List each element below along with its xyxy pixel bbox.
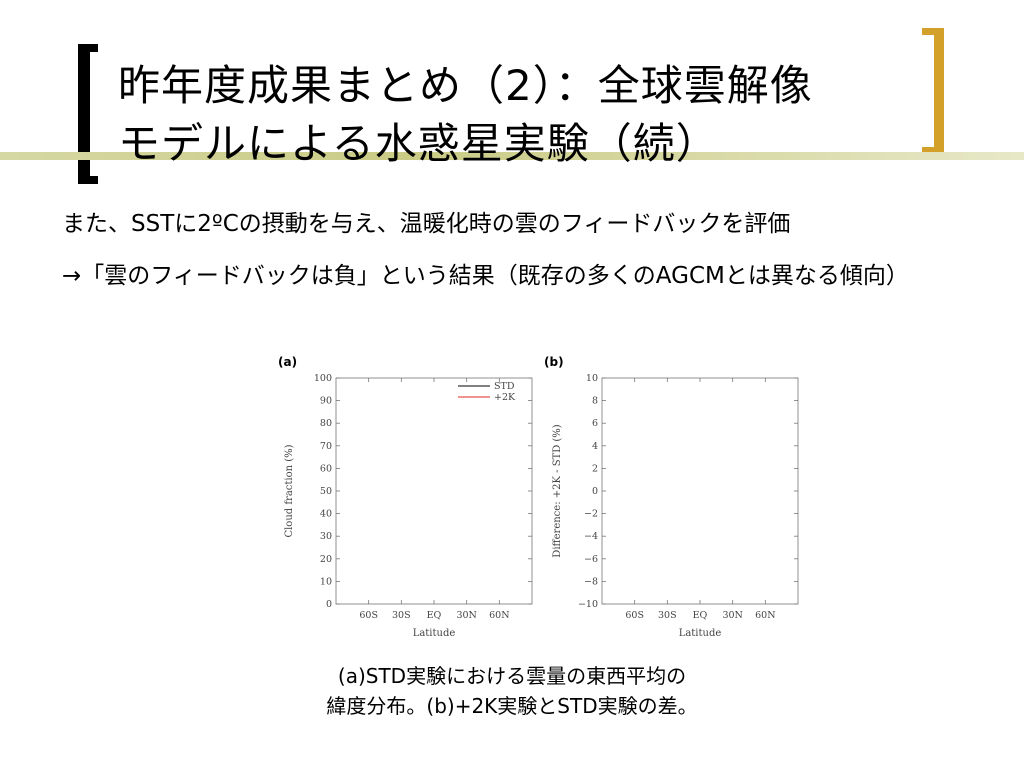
- x-tick-label: 30S: [658, 610, 677, 621]
- figure-caption-line-2: 緯度分布。(b)+2K実験とSTD実験の差。: [326, 694, 698, 718]
- legend-label-2: +2K: [494, 392, 516, 403]
- figure-caption-line-1: (a)STD実験における雲量の東西平均の: [337, 664, 687, 688]
- title-bracket-right: [922, 28, 944, 154]
- x-tick-label: 60S: [359, 610, 378, 621]
- y-tick-label: 60: [320, 463, 332, 474]
- title-bracket-left: [78, 44, 98, 184]
- bullet-text-1: また、SSTに2ºCの摂動を与え、温暖化時の雲のフィードバックを評価: [62, 211, 791, 237]
- x-tick-label: EQ: [693, 610, 708, 621]
- y-tick-label: 100: [314, 373, 332, 384]
- x-tick-label: 60S: [625, 610, 644, 621]
- y-tick-label: 2: [592, 463, 598, 474]
- y-tick-label: −10: [578, 599, 598, 610]
- x-tick-label: 30N: [722, 610, 742, 621]
- y-tick-label: 4: [592, 441, 598, 452]
- y-tick-label: −2: [584, 509, 598, 520]
- y-tick-label: −6: [584, 554, 598, 565]
- y-tick-label: 20: [320, 554, 332, 565]
- y-axis-label: Cloud fraction (%): [284, 444, 295, 537]
- slide-title-line-1: 昨年度成果まとめ（2）：全球雲解像: [118, 61, 813, 110]
- legend-label-1: STD: [494, 381, 515, 392]
- panel-label-1: (a): [278, 355, 297, 369]
- y-tick-label: 10: [586, 373, 598, 384]
- x-tick-label: 30N: [456, 610, 476, 621]
- x-axis-label: Latitude: [413, 628, 456, 639]
- y-tick-label: −4: [584, 531, 598, 542]
- panel-label-2: (b): [544, 355, 564, 369]
- y-tick-label: 30: [320, 531, 332, 542]
- y-tick-label: 50: [320, 486, 332, 497]
- x-tick-label: 30S: [392, 610, 411, 621]
- y-tick-label: 8: [592, 396, 598, 407]
- x-axis-label: Latitude: [679, 628, 722, 639]
- y-tick-label: 80: [320, 418, 332, 429]
- y-axis-label: Difference: +2K - STD (%): [552, 424, 563, 558]
- y-tick-label: 10: [320, 576, 332, 587]
- x-tick-label: 60N: [489, 610, 509, 621]
- y-tick-label: 40: [320, 509, 332, 520]
- title-accent-bar: [0, 152, 1024, 160]
- y-tick-label: 0: [326, 599, 332, 610]
- y-tick-label: 0: [592, 486, 598, 497]
- slide-title-line-2: モデルによる水惑星実験（続）: [118, 119, 719, 168]
- y-tick-label: 70: [320, 441, 332, 452]
- plot-frame-2: [601, 377, 799, 605]
- bullet-text-2: →「雲のフィードバックは負」という結果（既存の多くのAGCMとは異なる傾向）: [62, 263, 909, 289]
- y-tick-label: −8: [584, 576, 598, 587]
- y-tick-label: 6: [592, 418, 598, 429]
- y-tick-label: 90: [320, 396, 332, 407]
- x-tick-label: 60N: [755, 610, 775, 621]
- x-tick-label: EQ: [427, 610, 442, 621]
- plot-frame-1: [335, 377, 533, 605]
- figure: (a) 0 10 20 30 40 50 60 70 80 90 100 60S 30S EQ 30N 60N L…: [270, 348, 810, 652]
